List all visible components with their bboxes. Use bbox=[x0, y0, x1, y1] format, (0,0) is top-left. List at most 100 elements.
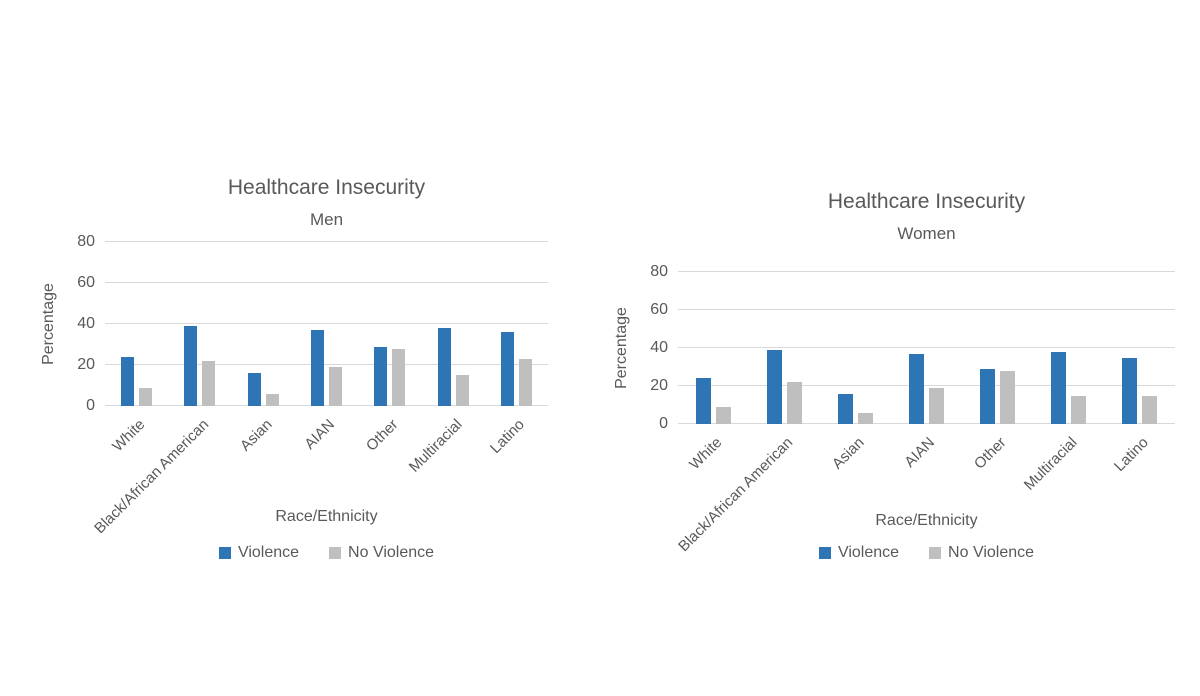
bar-group bbox=[358, 242, 421, 406]
bar-group bbox=[421, 242, 484, 406]
bar-group bbox=[820, 272, 891, 424]
gridlines bbox=[105, 241, 548, 406]
bar-violence bbox=[437, 328, 451, 406]
bar-group bbox=[232, 242, 295, 406]
plot-area: Percentage 0 20 40 60 80 bbox=[613, 263, 1175, 432]
bar-no-violence bbox=[1142, 395, 1157, 424]
bar-no-violence bbox=[518, 358, 532, 406]
legend-label-violence: Violence bbox=[837, 544, 900, 561]
bar-no-violence bbox=[139, 387, 153, 406]
y-tick-label: 60 bbox=[77, 274, 95, 291]
bar-violence bbox=[247, 373, 261, 406]
bar-group bbox=[105, 242, 168, 406]
bar-group bbox=[1104, 272, 1175, 424]
x-tick-label: AIAN bbox=[901, 434, 939, 471]
bar-no-violence bbox=[202, 360, 216, 406]
bar-no-violence bbox=[392, 348, 406, 406]
x-tick-labels: White Black/African American Asian AIAN Othe… bbox=[91, 412, 548, 537]
bar-violence bbox=[500, 332, 514, 406]
bar-violence bbox=[696, 378, 711, 424]
no-violence-swatch-icon bbox=[329, 547, 342, 559]
chart-title: Healthcare Insecurity bbox=[827, 190, 1026, 213]
bars bbox=[105, 242, 548, 406]
violence-swatch-icon bbox=[218, 547, 231, 559]
chart-women: Healthcare Insecurity Women Percentage 0… bbox=[610, 182, 1185, 606]
chart-men-plot-column: Healthcare Insecurity Men Percentage 0 20… bbox=[40, 168, 548, 592]
y-tick-label: 60 bbox=[650, 301, 668, 318]
y-axis-title-text: Percentage bbox=[613, 307, 630, 389]
gridline bbox=[105, 241, 548, 242]
x-tick-label: White bbox=[109, 416, 149, 456]
x-tick-label: Other bbox=[970, 434, 1010, 473]
bar-group bbox=[168, 242, 231, 406]
bar-group bbox=[891, 272, 962, 424]
gridlines bbox=[678, 271, 1175, 424]
y-axis-title: Percentage bbox=[612, 272, 632, 424]
legend-label-no-violence: No Violence bbox=[948, 544, 1035, 561]
gridline bbox=[678, 309, 1175, 310]
bar-no-violence bbox=[265, 393, 279, 406]
gridline bbox=[678, 385, 1175, 386]
bar-no-violence bbox=[328, 367, 342, 406]
bar-violence bbox=[838, 393, 853, 424]
legend-label-no-violence: No Violence bbox=[348, 544, 435, 561]
gridline bbox=[105, 282, 548, 283]
gridline bbox=[105, 405, 548, 406]
y-tick-label: 40 bbox=[650, 339, 668, 356]
x-tick-labels: White Black/African American Asian AIAN Othe… bbox=[675, 430, 1175, 555]
gridline bbox=[105, 364, 548, 365]
bar-no-violence bbox=[455, 375, 469, 406]
y-axis-title: Percentage bbox=[39, 242, 59, 406]
x-tick-label: Asian bbox=[828, 434, 868, 473]
gridline bbox=[678, 271, 1175, 272]
bars bbox=[678, 272, 1175, 424]
x-tick-label: Latino bbox=[487, 416, 529, 457]
legend-item-no-violence: No Violence bbox=[329, 544, 434, 562]
bar-no-violence bbox=[716, 406, 731, 424]
bar-violence bbox=[980, 368, 995, 424]
bar-group bbox=[295, 242, 358, 406]
chart-men: Healthcare Insecurity Men Percentage 0 20… bbox=[40, 168, 590, 592]
y-tick-label: 40 bbox=[77, 315, 95, 332]
gridline bbox=[105, 323, 548, 324]
legend: Violence No Violence bbox=[105, 544, 548, 562]
violence-swatch-icon bbox=[818, 547, 831, 559]
x-axis-title: Race/Ethnicity bbox=[275, 508, 378, 525]
y-tick-label: 80 bbox=[77, 233, 95, 250]
y-tick-label: 0 bbox=[86, 397, 95, 414]
bar-no-violence bbox=[858, 412, 873, 424]
bar-group bbox=[1033, 272, 1104, 424]
bar-violence bbox=[1122, 357, 1137, 424]
legend-item-violence: Violence bbox=[218, 544, 300, 562]
bar-no-violence bbox=[929, 387, 944, 424]
bar-violence bbox=[909, 353, 924, 424]
y-tick-labels: 0 20 40 60 80 bbox=[634, 263, 678, 432]
legend-item-violence: Violence bbox=[818, 544, 900, 562]
legend-item-no-violence: No Violence bbox=[929, 544, 1034, 562]
chart-women-plot-column: Healthcare Insecurity Women Percentage 0… bbox=[613, 182, 1175, 606]
y-tick-label: 0 bbox=[659, 415, 668, 432]
bar-violence bbox=[1051, 351, 1066, 424]
y-tick-label: 80 bbox=[650, 263, 668, 280]
chart-subtitle: Men bbox=[309, 210, 344, 229]
no-violence-swatch-icon bbox=[929, 547, 942, 559]
bar-group bbox=[678, 272, 749, 424]
bar-no-violence bbox=[787, 382, 802, 424]
bar-no-violence bbox=[1000, 370, 1015, 424]
y-tick-labels: 0 20 40 60 80 bbox=[61, 233, 105, 414]
x-axis-title: Race/Ethnicity bbox=[875, 512, 978, 529]
bar-group bbox=[485, 242, 548, 406]
x-tick-label: Asian bbox=[236, 416, 276, 455]
legend-label-violence: Violence bbox=[237, 544, 300, 561]
plot-area: Percentage 0 20 40 60 80 bbox=[40, 233, 548, 414]
bar-violence bbox=[184, 326, 198, 406]
gridline bbox=[678, 423, 1175, 424]
legend: Violence No Violence bbox=[678, 544, 1175, 562]
bar-violence bbox=[374, 346, 388, 406]
bar-group bbox=[749, 272, 820, 424]
y-axis-title-text: Percentage bbox=[40, 283, 57, 365]
bar-no-violence bbox=[1071, 395, 1086, 424]
bar-violence bbox=[121, 356, 135, 406]
x-tick-label: AIAN bbox=[301, 416, 339, 453]
chart-title: Healthcare Insecurity bbox=[227, 176, 426, 199]
